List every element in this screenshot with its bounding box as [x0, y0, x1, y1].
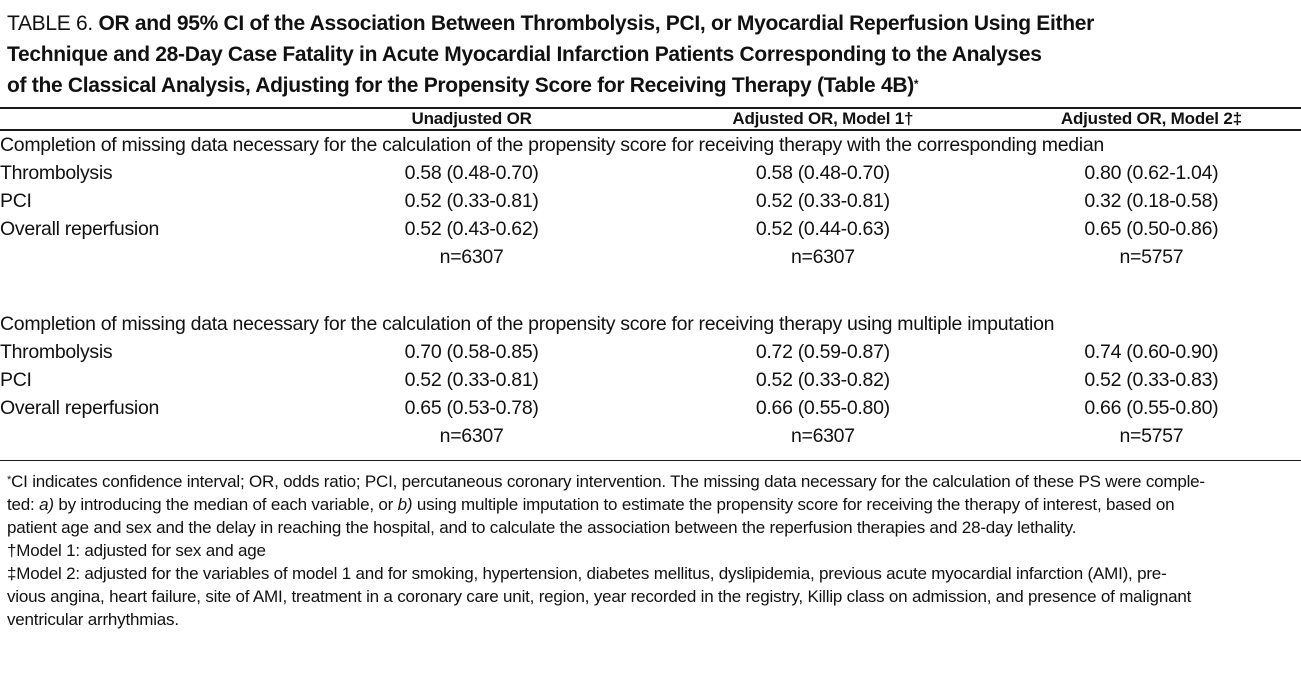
header-rule-row [0, 129, 1301, 131]
sample-size-row: n=6307 n=6307 n=5757 [0, 243, 1301, 271]
n-value: n=6307 [790, 424, 855, 447]
section-2-heading-row: Completion of missing data necessary for… [0, 310, 1301, 338]
cell-value: 0.52 (0.43-0.62) [404, 217, 539, 240]
sample-size-row: n=6307 n=6307 n=5757 [0, 422, 1301, 450]
bottom-divider [0, 459, 1301, 461]
col-header-unadjusted-or: Unadjusted OR [411, 109, 532, 128]
star-marker: * [7, 474, 12, 486]
cell-value: 0.52 (0.33-0.83) [1084, 368, 1219, 391]
row-label-overall-reperfusion: Overall reperfusion [0, 217, 160, 240]
cell-value: 0.58 (0.48-0.70) [755, 161, 890, 184]
table-title-line-3: of the Classical Analysis, Adjusting for… [7, 74, 919, 97]
n-value: n=5757 [1119, 424, 1184, 447]
cell-value: 0.74 (0.60-0.90) [1084, 340, 1219, 363]
cell-value: 0.52 (0.33-0.81) [755, 189, 890, 212]
footnotes: *CI indicates confidence interval; OR, o… [0, 461, 1301, 631]
col-header-adjusted-model2: Adjusted OR, Model 2‡ [1060, 109, 1242, 128]
table-title-line-2: Technique and 28-Day Case Fatality in Ac… [7, 43, 1042, 66]
section-2-heading: Completion of missing data necessary for… [0, 312, 1055, 335]
footnote-dagger: †Model 1: adjusted for sex and age [7, 541, 266, 560]
table-row: Thrombolysis 0.70 (0.58-0.85) 0.72 (0.59… [0, 338, 1301, 366]
cell-value: 0.32 (0.18-0.58) [1084, 189, 1219, 212]
results-table: Unadjusted OR Adjusted OR, Model 1† Adju… [0, 109, 1301, 450]
section-spacer [0, 271, 1301, 310]
table-title: TABLE 6. OR and 95% CI of the Associatio… [0, 0, 1301, 101]
footnote-star-line-2: ted: a) by introducing the median of eac… [7, 495, 1175, 514]
cell-value: 0.58 (0.48-0.70) [404, 161, 539, 184]
row-label-pci: PCI [0, 368, 32, 391]
top-divider [0, 107, 1301, 109]
footnote-double-dagger-line-3: ventricular arrhythmias. [7, 610, 179, 629]
n-value: n=6307 [439, 424, 504, 447]
cell-value: 0.80 (0.62-1.04) [1084, 161, 1219, 184]
table-row: PCI 0.52 (0.33-0.81) 0.52 (0.33-0.81) 0.… [0, 187, 1301, 215]
title-footnote-marker: * [913, 77, 919, 91]
n-value: n=6307 [439, 245, 504, 268]
footnote-star-line-1: *CI indicates confidence interval; OR, o… [7, 472, 1205, 491]
table-title-text: OR and 95% CI of the Association Between… [98, 12, 1094, 35]
table-row: PCI 0.52 (0.33-0.81) 0.52 (0.33-0.82) 0.… [0, 366, 1301, 394]
table-row: Overall reperfusion 0.65 (0.53-0.78) 0.6… [0, 394, 1301, 422]
row-label-thrombolysis: Thrombolysis [0, 161, 113, 184]
row-label-pci: PCI [0, 189, 32, 212]
n-value: n=6307 [790, 245, 855, 268]
table-row: Thrombolysis 0.58 (0.48-0.70) 0.58 (0.48… [0, 159, 1301, 187]
row-label-overall-reperfusion: Overall reperfusion [0, 396, 160, 419]
table-header: Unadjusted OR Adjusted OR, Model 1† Adju… [0, 109, 1301, 129]
cell-value: 0.72 (0.59-0.87) [755, 340, 890, 363]
cell-value: 0.70 (0.58-0.85) [404, 340, 539, 363]
cell-value: 0.52 (0.33-0.81) [404, 189, 539, 212]
footnote-star-line-3: patient age and sex and the delay in rea… [7, 518, 1077, 537]
col-header-empty [0, 109, 299, 129]
footnote-double-dagger-line-2: vious angina, heart failure, site of AMI… [7, 587, 1192, 606]
table-title-line-1: TABLE 6. OR and 95% CI of the Associatio… [7, 8, 1293, 39]
n-value: n=5757 [1119, 245, 1184, 268]
cell-value: 0.66 (0.55-0.80) [755, 396, 890, 419]
cell-value: 0.66 (0.55-0.80) [1084, 396, 1219, 419]
header-divider [0, 129, 1301, 131]
footnote-double-dagger-line-1: ‡Model 2: adjusted for the variables of … [7, 564, 1167, 583]
cell-value: 0.65 (0.50-0.86) [1084, 217, 1219, 240]
cell-value: 0.52 (0.44-0.63) [755, 217, 890, 240]
cell-value: 0.52 (0.33-0.81) [404, 368, 539, 391]
table-number: TABLE 6. [7, 12, 93, 35]
section-1-heading-row: Completion of missing data necessary for… [0, 131, 1301, 159]
cell-value: 0.52 (0.33-0.82) [755, 368, 890, 391]
section-1-heading: Completion of missing data necessary for… [0, 133, 1104, 156]
row-label-thrombolysis: Thrombolysis [0, 340, 113, 363]
col-header-adjusted-model1: Adjusted OR, Model 1† [732, 109, 914, 128]
table-row: Overall reperfusion 0.52 (0.43-0.62) 0.5… [0, 215, 1301, 243]
header-row: Unadjusted OR Adjusted OR, Model 1† Adju… [0, 109, 1301, 129]
cell-value: 0.65 (0.53-0.78) [404, 396, 539, 419]
